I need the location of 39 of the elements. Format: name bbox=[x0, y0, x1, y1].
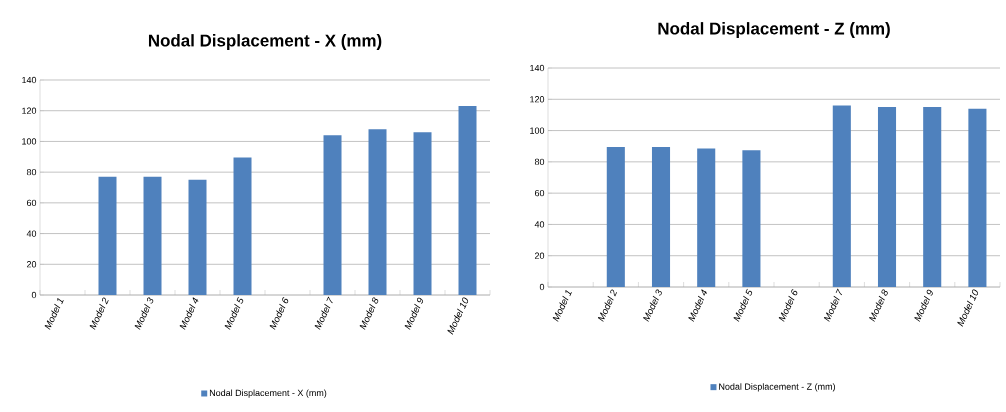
bar bbox=[923, 107, 942, 287]
y-tick-label: 0 bbox=[539, 283, 545, 291]
bar bbox=[188, 179, 207, 295]
legend-label: Nodal Displacement - Z (mm) bbox=[719, 383, 835, 392]
y-tick-label: 140 bbox=[22, 76, 37, 84]
bar bbox=[877, 107, 897, 287]
y-tick-label: 80 bbox=[26, 168, 37, 176]
bar bbox=[742, 150, 761, 287]
y-tick-label: 0 bbox=[31, 291, 37, 299]
bar bbox=[368, 129, 387, 295]
y-tick-label: 40 bbox=[26, 230, 37, 237]
y-tick-label: 80 bbox=[534, 158, 545, 166]
chart-title: Nodal Displacement - Z (mm) bbox=[658, 22, 890, 38]
bar bbox=[606, 147, 625, 287]
x-tick-label: Model 7 bbox=[314, 296, 333, 330]
y-tick-label: 100 bbox=[22, 138, 37, 145]
y-tick-label: 140 bbox=[530, 64, 545, 72]
bar bbox=[651, 147, 671, 287]
y-tick-label: 120 bbox=[22, 107, 37, 114]
bar bbox=[98, 176, 117, 295]
y-tick-label: 60 bbox=[534, 189, 545, 197]
y-tick-label: 120 bbox=[530, 96, 545, 103]
bar bbox=[832, 105, 851, 287]
x-tick-label: Model 7 bbox=[823, 288, 843, 322]
chart-title: Nodal Displacement - X (mm) bbox=[148, 34, 382, 50]
bar bbox=[143, 176, 162, 295]
bar bbox=[458, 106, 477, 295]
bar bbox=[323, 135, 342, 295]
bar bbox=[413, 132, 432, 295]
bar bbox=[697, 148, 716, 287]
y-tick-label: 20 bbox=[534, 252, 545, 259]
x-tick-label: Model 10 bbox=[957, 289, 979, 327]
legend-label: Nodal Displacement - X (mm) bbox=[209, 389, 327, 398]
bar bbox=[233, 157, 252, 295]
y-tick-label: 20 bbox=[26, 261, 37, 268]
y-tick-label: 40 bbox=[534, 221, 545, 228]
y-tick-label: 100 bbox=[530, 127, 545, 134]
y-tick-label: 60 bbox=[26, 199, 37, 207]
bar bbox=[968, 108, 987, 287]
